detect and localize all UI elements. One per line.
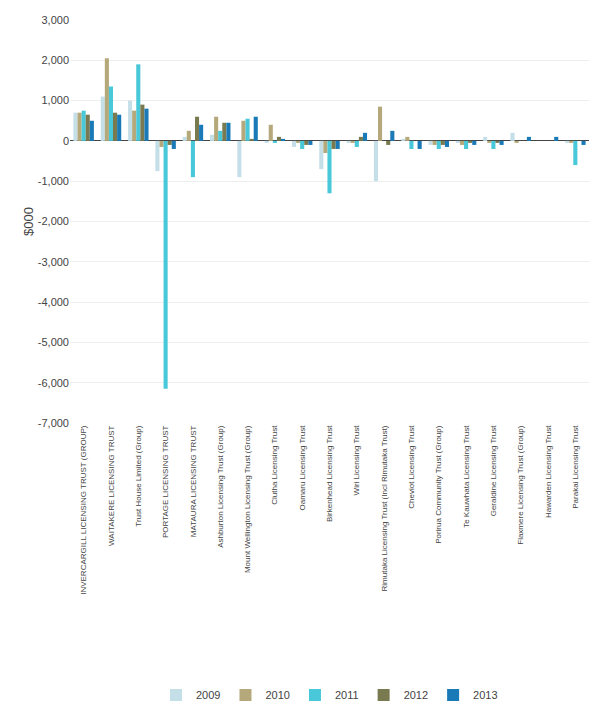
svg-text:Hawarden Licensing Trust: Hawarden Licensing Trust — [544, 425, 553, 518]
svg-text:Birkenhead Licensing Trust: Birkenhead Licensing Trust — [325, 425, 334, 522]
svg-text:Trust House Limited (Group): Trust House Limited (Group) — [134, 425, 143, 526]
svg-text:Flaxmere Licensing Trust (Grou: Flaxmere Licensing Trust (Group) — [516, 425, 525, 544]
svg-text:Wiri Licensing Trust: Wiri Licensing Trust — [352, 425, 361, 496]
svg-text:Rimutaka Licensing Trust (Incl: Rimutaka Licensing Trust (Incl Rimutaka … — [380, 425, 389, 591]
svg-text:Parakai Licensing Trust: Parakai Licensing Trust — [571, 425, 580, 509]
svg-text:-2,000: -2,000 — [38, 215, 69, 227]
svg-text:2010: 2010 — [265, 689, 289, 701]
svg-text:-3,000: -3,000 — [38, 256, 69, 268]
svg-text:1,000: 1,000 — [41, 94, 69, 106]
svg-text:0: 0 — [63, 135, 69, 147]
svg-text:3,000: 3,000 — [41, 14, 69, 26]
svg-text:Clutha Licensing Trust: Clutha Licensing Trust — [270, 425, 279, 505]
svg-text:-4,000: -4,000 — [38, 296, 69, 308]
svg-text:2012: 2012 — [404, 689, 428, 701]
svg-text:2013: 2013 — [473, 689, 497, 701]
svg-text:Mount Wellington Licensing Tru: Mount Wellington Licensing Trust (Group) — [243, 425, 252, 573]
svg-text:Ashburton Licensing Trust (Gro: Ashburton Licensing Trust (Group) — [216, 425, 225, 548]
svg-text:-6,000: -6,000 — [38, 377, 69, 389]
svg-text:-1,000: -1,000 — [38, 175, 69, 187]
svg-text:-5,000: -5,000 — [38, 336, 69, 348]
svg-text:Porirua Community Trust (Group: Porirua Community Trust (Group) — [434, 425, 443, 544]
svg-text:MATAURA LICENSING TRUST: MATAURA LICENSING TRUST — [189, 425, 198, 537]
svg-text:Cheviot Licensing Trust: Cheviot Licensing Trust — [407, 425, 416, 509]
svg-text:2011: 2011 — [335, 689, 359, 701]
svg-text:-7,000: -7,000 — [38, 417, 69, 429]
svg-text:INVERCARGILL LICENSING TRUST (: INVERCARGILL LICENSING TRUST (GROUP) — [79, 425, 88, 595]
svg-text:$000: $000 — [21, 207, 36, 236]
svg-text:Oamaru Licensing Trust: Oamaru Licensing Trust — [298, 425, 307, 511]
svg-text:Geraldine Licensing Trust: Geraldine Licensing Trust — [489, 425, 498, 516]
svg-text:PORTAGE LICENSING TRUST: PORTAGE LICENSING TRUST — [161, 425, 170, 538]
svg-text:WAITAKERE LICENSING TRUST: WAITAKERE LICENSING TRUST — [107, 425, 116, 545]
svg-text:2009: 2009 — [196, 689, 220, 701]
svg-text:2,000: 2,000 — [41, 54, 69, 66]
svg-text:Te Kauwhata Licensing Trust: Te Kauwhata Licensing Trust — [462, 425, 471, 528]
